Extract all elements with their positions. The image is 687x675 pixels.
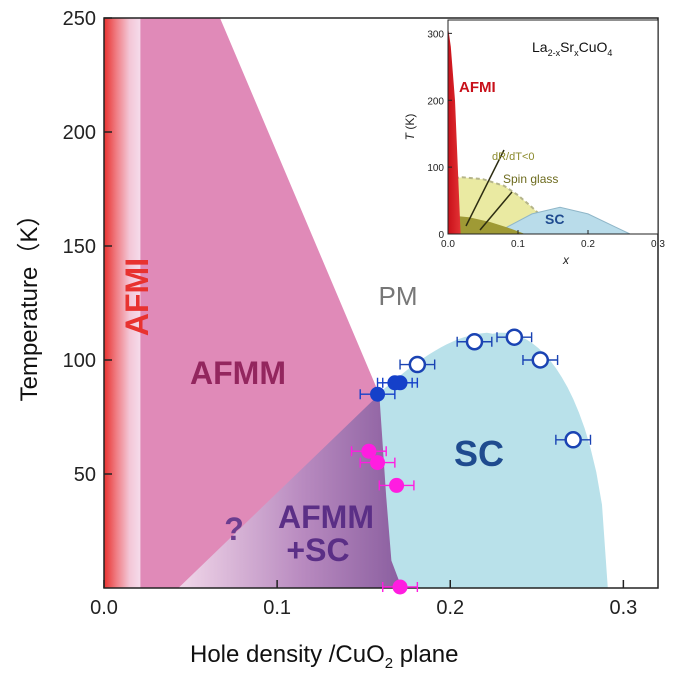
inset-x-tick-label: 0.3 xyxy=(651,239,665,250)
y-axis-ticks: 50 100 150 200 250 xyxy=(63,8,112,486)
marker xyxy=(370,386,386,402)
marker xyxy=(505,328,524,346)
marker xyxy=(370,455,386,471)
x-axis-title: Hole density /CuO2 plane xyxy=(190,641,459,672)
y-tick-label: 250 xyxy=(63,8,96,30)
x-tick-label: 0.0 xyxy=(90,597,118,619)
open-circle-point xyxy=(496,328,533,346)
open-circle-point xyxy=(522,351,559,369)
inset-x-tick-label: 0.1 xyxy=(511,239,525,250)
inset-x-tick-label: 0.2 xyxy=(581,239,595,250)
magenta-circle-point xyxy=(382,579,419,595)
afmm-label: AFMM xyxy=(190,355,286,391)
y-tick-label: 50 xyxy=(74,464,96,486)
afmi-region xyxy=(104,18,141,588)
filled-circle-point xyxy=(359,386,396,402)
inset-y-tick-label: 300 xyxy=(427,29,444,40)
phase-regions xyxy=(104,18,608,588)
inset-regions xyxy=(448,20,631,234)
x-axis-ticks: 0.0 0.1 0.2 0.3 xyxy=(90,580,637,619)
x-tick-label: 0.2 xyxy=(436,597,464,619)
x-tick-label: 0.3 xyxy=(609,597,637,619)
plot-frame xyxy=(103,17,659,589)
marker xyxy=(465,333,484,351)
inset-x-axis-ticks: 0.0 0.1 0.2 0.3 xyxy=(441,230,665,250)
marker xyxy=(392,375,408,391)
inset-frame xyxy=(447,19,659,235)
sc-region xyxy=(377,332,608,588)
sc-label: SC xyxy=(454,433,504,474)
coexist-label-line2: +SC xyxy=(286,532,349,568)
open-circle-point xyxy=(399,355,436,374)
inset-afmi-region xyxy=(448,20,461,234)
marker xyxy=(408,355,427,374)
magenta-circle-point xyxy=(350,443,387,459)
x-tick-label: 0.1 xyxy=(263,597,291,619)
inset-y-tick-label: 100 xyxy=(427,163,444,174)
coexist-region xyxy=(178,394,402,588)
filled-circle-point xyxy=(382,375,419,391)
marker xyxy=(564,431,582,449)
afmi-label: AFMI xyxy=(119,258,155,336)
inset-title: La2-xSrxCuO4 xyxy=(532,39,612,58)
inset-y-axis-ticks: 0 100 200 300 xyxy=(427,29,452,241)
inset-y-tick-label: 0 xyxy=(438,230,444,241)
inset-chart: 0.0 0.1 0.2 0.3 0 100 200 300 La2-xSrxCuO4 AFM… xyxy=(403,19,665,267)
inset-leader-drdt xyxy=(465,149,505,227)
unknown-label: ? xyxy=(224,511,244,547)
inset-spin-glass-label: Spin glass xyxy=(503,172,558,186)
marker xyxy=(361,443,377,459)
pm-label: PM xyxy=(379,281,418,311)
y-tick-label: 200 xyxy=(63,122,96,144)
inset-drdt-label: dR/dT<0 xyxy=(492,151,535,163)
inset-y-axis-title: T (K) xyxy=(403,114,417,141)
inset-afmi-label: AFMI xyxy=(459,79,496,96)
inset-leader-spin xyxy=(479,191,513,231)
magenta-circle-point xyxy=(359,455,396,471)
magenta-circle-point xyxy=(378,477,415,493)
inset-x-axis-title: x xyxy=(562,253,570,267)
marker xyxy=(531,351,550,369)
y-tick-label: 150 xyxy=(63,236,96,258)
marker xyxy=(389,477,405,493)
inset-spin-glass-region xyxy=(448,215,525,234)
y-axis-title: Temperature（K） xyxy=(16,203,43,402)
y-tick-label: 100 xyxy=(63,350,96,372)
inset-y-tick-label: 200 xyxy=(427,96,444,107)
inset-x-tick-label: 0.0 xyxy=(441,239,455,250)
open-circle-point xyxy=(555,431,592,449)
open-circle-point xyxy=(456,333,493,351)
inset-sc-region xyxy=(482,206,631,234)
inset-sc-label: SC xyxy=(545,211,564,227)
data-points xyxy=(350,328,592,595)
afmm-region xyxy=(104,18,387,588)
coexist-label-line1: AFMM xyxy=(278,499,374,535)
marker xyxy=(392,579,408,595)
